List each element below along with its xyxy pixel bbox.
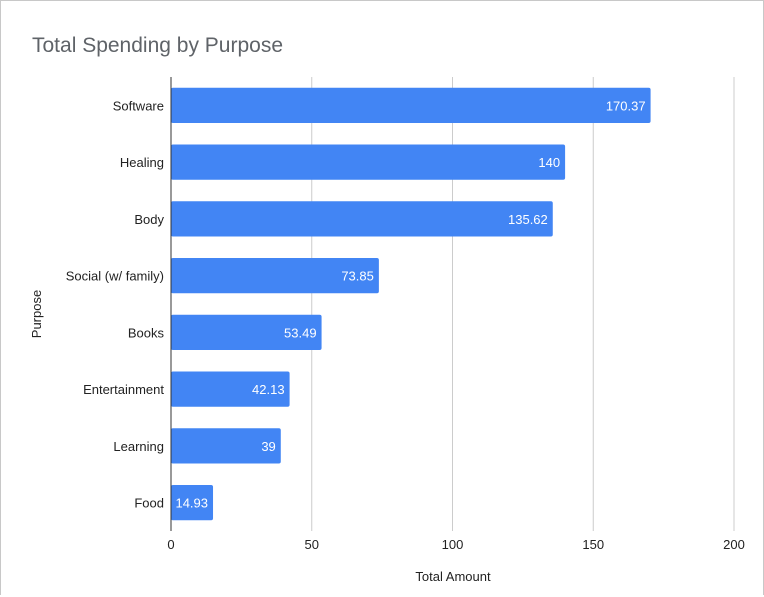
bar-value-label: 42.13 [252, 382, 285, 397]
x-tick-label: 200 [723, 537, 745, 552]
bar-value-label: 135.62 [508, 212, 548, 227]
category-label: Entertainment [83, 382, 164, 397]
bars: 170.37 140 135.62 73.85 53.49 42.13 39 14.93 [171, 87, 651, 521]
category-label: Books [128, 325, 165, 340]
bar [171, 144, 566, 180]
chart-title: Total Spending by Purpose [32, 34, 283, 57]
bar-value-label: 140 [538, 155, 560, 170]
category-label: Food [134, 496, 164, 511]
bar-value-label: 14.93 [175, 496, 208, 511]
bar [171, 87, 651, 123]
x-tick-labels: 0 50 100 150 200 [167, 537, 744, 552]
category-label: Learning [113, 439, 164, 454]
x-tick-label: 0 [167, 537, 174, 552]
category-labels: Software Healing Body Social (w/ family) Boo… [66, 98, 165, 510]
category-label: Social (w/ family) [66, 269, 164, 284]
bar [171, 485, 214, 521]
bar-value-label: 53.49 [284, 325, 317, 340]
y-axis-title: Purpose [29, 290, 44, 338]
bar-value-label: 73.85 [341, 269, 374, 284]
bar [171, 201, 553, 237]
category-label: Healing [120, 155, 164, 170]
category-label: Software [113, 98, 164, 113]
bar [171, 258, 379, 294]
category-label: Body [134, 212, 164, 227]
x-tick-label: 150 [582, 537, 604, 552]
x-tick-label: 100 [442, 537, 464, 552]
bar-value-label: 170.37 [606, 98, 646, 113]
bar [171, 371, 290, 407]
bar [171, 314, 322, 350]
bar [171, 428, 281, 464]
x-tick-label: 50 [305, 537, 319, 552]
x-axis-title: Total Amount [415, 569, 491, 584]
bar-value-label: 39 [261, 439, 275, 454]
